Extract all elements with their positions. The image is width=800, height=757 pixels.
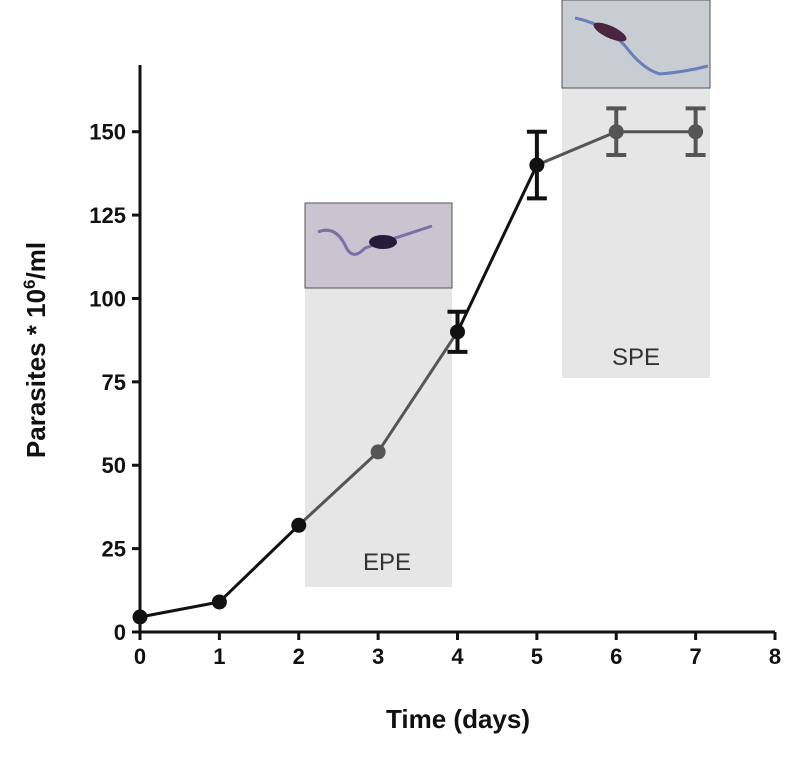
point xyxy=(450,324,465,340)
x-tick-label: 4 xyxy=(451,644,464,669)
x-tick-label: 5 xyxy=(531,644,543,669)
x-tick-label: 1 xyxy=(213,644,225,669)
y-tick-label: 25 xyxy=(102,537,126,562)
line-segment xyxy=(297,450,380,527)
line-segment xyxy=(536,130,617,167)
line-segment xyxy=(376,330,459,453)
annotation: EPE xyxy=(363,549,411,576)
point xyxy=(132,609,148,625)
line-segment xyxy=(456,164,539,333)
x-tick-label: 2 xyxy=(293,644,305,669)
y-tick-label: 50 xyxy=(102,453,126,478)
y-label-part: 6 xyxy=(20,279,39,288)
spe-micrograph xyxy=(561,0,711,89)
epe-micrograph xyxy=(304,202,453,289)
x-tick-label: 8 xyxy=(769,644,781,669)
y-tick-label: 75 xyxy=(102,370,126,395)
y-tick-label: 100 xyxy=(89,286,126,311)
y-label-part: /ml xyxy=(21,242,51,280)
point xyxy=(688,124,704,140)
y-tick-label: 125 xyxy=(89,203,126,228)
y-tick-label: 0 xyxy=(114,620,126,645)
point xyxy=(211,594,227,610)
point xyxy=(608,124,624,140)
x-tick-label: 0 xyxy=(134,644,146,669)
y-axis-label: Parasites * 106/ml xyxy=(20,242,51,458)
point xyxy=(370,444,386,460)
line-segment xyxy=(139,600,220,619)
y-label-part: Parasites * 10 xyxy=(21,289,51,458)
point xyxy=(291,517,307,533)
y-tick-label: 150 xyxy=(89,120,126,145)
x-axis-label: Time (days) xyxy=(386,704,530,734)
annotation: SPE xyxy=(612,344,660,371)
x-tick-label: 6 xyxy=(610,644,622,669)
x-tick-label: 3 xyxy=(372,644,384,669)
line-segment xyxy=(218,524,300,604)
point xyxy=(529,157,545,173)
x-tick-label: 7 xyxy=(690,644,702,669)
